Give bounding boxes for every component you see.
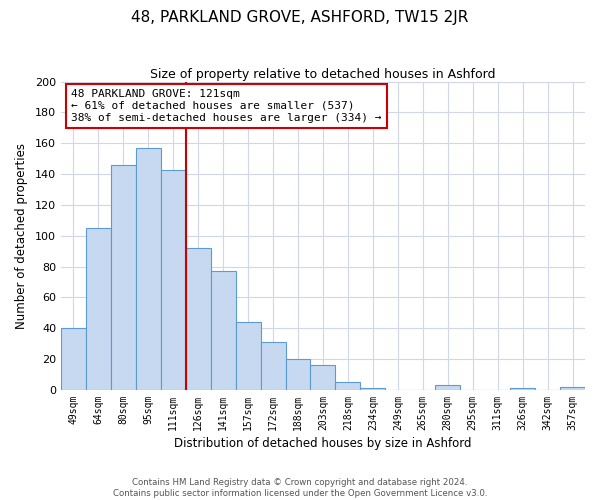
Bar [361,388,385,390]
Text: 48 PARKLAND GROVE: 121sqm
← 61% of detached houses are smaller (537)
38% of semi: 48 PARKLAND GROVE: 121sqm ← 61% of detac… [71,90,382,122]
X-axis label: Distribution of detached houses by size in Ashford: Distribution of detached houses by size … [174,437,472,450]
Bar [86,228,111,390]
Bar [161,170,186,390]
Bar [236,322,260,390]
Title: Size of property relative to detached houses in Ashford: Size of property relative to detached ho… [150,68,496,80]
Bar [260,342,286,390]
Bar [111,165,136,390]
Bar [61,328,86,390]
Text: 48, PARKLAND GROVE, ASHFORD, TW15 2JR: 48, PARKLAND GROVE, ASHFORD, TW15 2JR [131,10,469,25]
Y-axis label: Number of detached properties: Number of detached properties [15,143,28,329]
Bar [136,148,161,390]
Bar [335,382,361,390]
Bar [286,359,310,390]
Bar [310,366,335,390]
Bar [186,248,211,390]
Bar [435,386,460,390]
Bar [510,388,535,390]
Bar [560,387,585,390]
Bar [211,272,236,390]
Text: Contains HM Land Registry data © Crown copyright and database right 2024.
Contai: Contains HM Land Registry data © Crown c… [113,478,487,498]
